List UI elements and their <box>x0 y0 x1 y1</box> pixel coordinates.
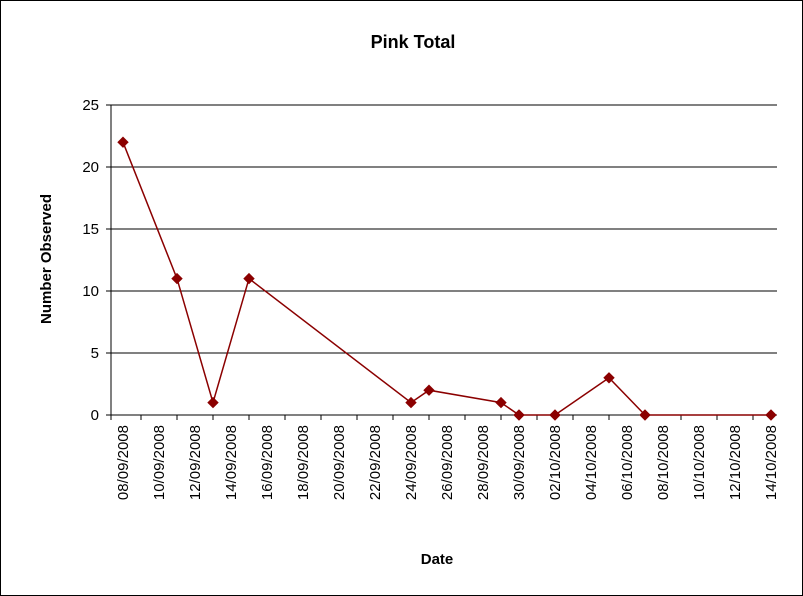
x-tick-label: 16/09/2008 <box>259 425 276 500</box>
data-point-marker <box>117 136 129 148</box>
series-line <box>122 141 771 416</box>
data-point-marker <box>423 384 435 396</box>
data-point-marker <box>765 409 777 421</box>
data-point-marker <box>639 409 651 421</box>
y-axis-title: Number Observed <box>38 194 55 324</box>
x-tick-label: 14/10/2008 <box>763 425 780 500</box>
x-tick-label: 14/09/2008 <box>223 425 240 500</box>
y-tick-label: 20 <box>82 159 99 176</box>
y-tick-label: 25 <box>82 97 99 114</box>
data-point-marker <box>603 372 615 384</box>
x-tick-label: 28/09/2008 <box>475 425 492 500</box>
y-tick-label: 0 <box>91 407 99 424</box>
data-point-marker <box>207 396 219 409</box>
data-point-marker <box>243 272 255 285</box>
x-tick-label: 06/10/2008 <box>619 425 636 500</box>
x-tick-label: 04/10/2008 <box>583 425 600 500</box>
data-point-marker <box>495 396 507 409</box>
x-tick-label: 10/10/2008 <box>691 425 708 500</box>
y-tick-label: 15 <box>82 221 99 238</box>
x-tick-label: 12/09/2008 <box>187 425 204 500</box>
chart-title: Pink Total <box>371 32 456 52</box>
x-tick-label: 30/09/2008 <box>511 425 528 500</box>
x-tick-label: 08/10/2008 <box>655 425 672 500</box>
data-point-marker <box>171 272 183 285</box>
axes: 0 5 10 15 20 25 08/09/2008 10/09/2008 12/09/2008… <box>82 97 780 500</box>
x-tick-label: 26/09/2008 <box>439 425 456 500</box>
y-tick-label: 5 <box>91 345 99 362</box>
data-point-marker <box>405 396 417 409</box>
y-tick-label: 10 <box>82 283 99 300</box>
x-tick-label: 10/09/2008 <box>151 425 168 500</box>
x-tick-label: 20/09/2008 <box>331 425 348 500</box>
x-tick-label: 24/09/2008 <box>403 425 420 500</box>
x-tick-label: 12/10/2008 <box>727 425 744 500</box>
x-tick-label: 18/09/2008 <box>295 425 312 500</box>
data-series <box>117 136 777 421</box>
gridlines <box>111 104 777 354</box>
data-point-marker <box>549 409 561 421</box>
x-tick-label: 22/09/2008 <box>367 425 384 500</box>
data-point-marker <box>513 409 525 421</box>
x-axis-title: Date <box>421 551 454 568</box>
x-tick-label: 08/09/2008 <box>115 425 132 500</box>
x-tick-label: 02/10/2008 <box>547 425 564 500</box>
